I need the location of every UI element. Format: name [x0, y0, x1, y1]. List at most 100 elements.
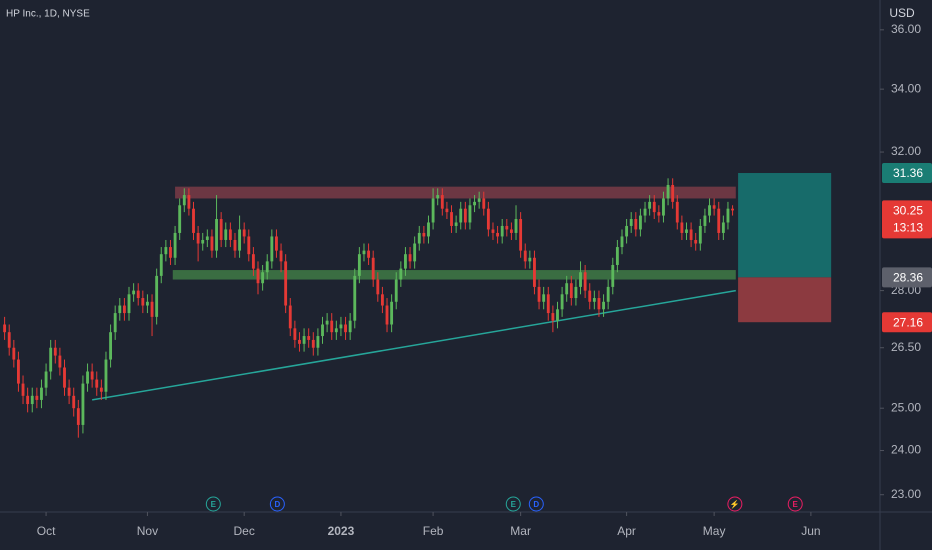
candle-body: [146, 301, 149, 306]
candle-body: [726, 208, 730, 223]
candle-body: [592, 298, 596, 302]
candle-body: [721, 222, 725, 233]
candle-body: [159, 254, 163, 276]
candle-body: [316, 336, 320, 348]
y-tick-label: 32.00: [891, 144, 921, 158]
candle-body: [514, 219, 518, 233]
candle-body: [431, 198, 435, 223]
stop-price-label-box: [882, 312, 932, 333]
candle-body: [104, 359, 108, 392]
candle-body: [404, 254, 407, 269]
candle-body: [546, 294, 550, 314]
candle-body: [367, 250, 371, 258]
candle-body: [505, 225, 509, 230]
candle-body: [551, 313, 555, 321]
candle-body: [298, 339, 301, 344]
candle-body: [169, 247, 172, 258]
candle-body: [122, 305, 126, 314]
candle-body: [675, 201, 679, 223]
candle-body: [657, 212, 661, 216]
x-tick-label: May: [703, 524, 726, 538]
candle-body: [597, 298, 601, 310]
y-tick-label: 34.00: [891, 81, 921, 95]
candle-body: [703, 215, 707, 226]
candle-body: [569, 283, 573, 299]
candle-body: [95, 379, 99, 388]
candle-body: [606, 286, 610, 302]
event-marker: [787, 496, 803, 512]
price-zone: [172, 270, 736, 280]
candle-body: [486, 208, 490, 230]
candle-body: [219, 219, 223, 240]
candle-body: [132, 290, 136, 295]
candle-body: [321, 324, 324, 337]
candle-body: [17, 359, 20, 384]
candle-body: [67, 387, 71, 396]
candle-body: [293, 328, 297, 340]
candle-body: [422, 232, 426, 237]
candle-body: [210, 236, 214, 251]
candle-body: [53, 347, 57, 356]
candle-body: [371, 257, 375, 280]
candle-body: [265, 261, 269, 273]
candle-body: [634, 219, 638, 230]
candle-body: [228, 229, 232, 240]
event-label: E: [511, 500, 517, 509]
candle-body: [247, 236, 251, 255]
candle-body: [394, 279, 398, 302]
candle-body: [256, 268, 260, 284]
candle-body: [560, 294, 564, 310]
candle-body: [445, 208, 449, 213]
entry-price-label: 28.36: [893, 271, 923, 285]
x-tick-label: Nov: [137, 524, 158, 538]
event-label: E: [211, 500, 217, 509]
x-tick-label: Oct: [37, 524, 56, 538]
candle-body: [307, 336, 311, 340]
candle-body: [275, 236, 278, 251]
candle-body: [542, 294, 546, 302]
candle-body: [459, 208, 463, 223]
candle-body: [712, 205, 716, 209]
candle-body: [440, 195, 444, 209]
candle-body: [76, 408, 80, 425]
candle-body: [251, 254, 255, 269]
x-tick-label: Jun: [801, 524, 820, 538]
candle-body: [127, 294, 131, 314]
candle-body: [99, 387, 103, 392]
candle-body: [233, 239, 237, 251]
candle-body: [21, 383, 25, 396]
candle-body: [427, 222, 430, 237]
candle-body: [63, 367, 66, 388]
candle-body: [325, 320, 329, 325]
candle-body: [528, 257, 532, 262]
candle-body: [477, 198, 481, 202]
target-price-label-box: [882, 163, 932, 184]
candle-body: [90, 371, 94, 380]
event-label: D: [274, 500, 280, 509]
candle-body: [629, 219, 633, 226]
y-tick-label: 36.00: [891, 22, 921, 36]
candle-body: [648, 201, 652, 209]
event-marker: [528, 496, 544, 512]
candle-body: [357, 254, 361, 276]
candle-body: [731, 208, 734, 211]
candle-body: [86, 371, 89, 384]
candle-body: [279, 250, 283, 262]
candle-body: [81, 383, 85, 425]
candle-body: [334, 328, 338, 333]
target-price-label: 31.36: [893, 166, 923, 180]
candle-body: [40, 387, 43, 400]
candle-body: [698, 225, 702, 244]
candle-body: [136, 290, 140, 299]
candle-body: [579, 272, 582, 287]
entry-price-label-box: [882, 267, 932, 288]
candle-body: [620, 236, 624, 248]
candle-body: [671, 184, 675, 202]
chart-title: HP Inc., 1D, NYSE: [6, 9, 90, 20]
candle-body: [201, 239, 205, 244]
candle-body: [348, 320, 352, 333]
x-tick-label: Dec: [234, 524, 255, 538]
candle-body: [192, 208, 195, 233]
event-label: E: [793, 500, 799, 509]
